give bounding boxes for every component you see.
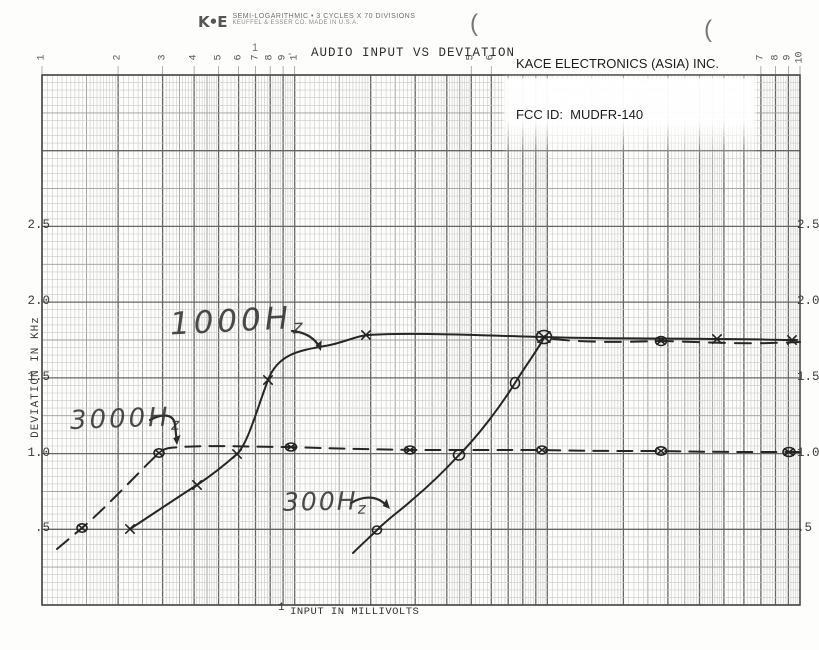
ke-logo: K•E	[198, 13, 227, 31]
top-axis-tick: 6	[233, 54, 245, 61]
top-axis-tick: 6	[485, 54, 497, 61]
top-axis-tick: 5	[213, 54, 225, 61]
x-marker	[263, 375, 273, 385]
x-axis-title: 1 INPUT IN MILLIVOLTS	[278, 602, 420, 618]
right-axis-tick: .5	[797, 521, 813, 536]
paper-type-line: SEMI-LOGARITHMIC • 3 CYCLES X 70 DIVISIO…	[232, 13, 416, 20]
circled-x-marker	[782, 446, 796, 458]
x-marker	[192, 480, 202, 490]
grid-border	[41, 74, 801, 606]
left-axis-tick: 2.0	[27, 294, 50, 309]
circled-x-marker	[284, 442, 298, 452]
top-axis-tick: 10	[794, 51, 806, 64]
right-axis-tick: 1.5	[797, 369, 819, 384]
x-marker	[125, 524, 135, 534]
x-axis-title-text: INPUT IN MILLIVOLTS	[290, 606, 420, 618]
scan-mark-paren-left: (	[470, 10, 478, 37]
left-axis-tick: .5	[34, 521, 50, 536]
scan-fade-artifact	[504, 77, 756, 159]
left-axis-tick: 1.0	[27, 445, 50, 460]
chart-title: AUDIO INPUT VS DEVIATION	[311, 46, 516, 60]
scan-mark-paren-right: (	[704, 16, 712, 43]
curves	[56, 332, 801, 554]
curve-label-1000hz: 1000Hz	[169, 300, 308, 343]
x-axis-decade-tick: 1	[278, 602, 286, 614]
right-axis-tick: 1.0	[797, 445, 819, 460]
top-axis-tick: 8	[770, 54, 781, 61]
company-name: KACE ELECTRONICS (ASIA) INC.	[516, 56, 719, 71]
circled-x-marker	[654, 445, 668, 456]
arrowhead	[173, 434, 181, 445]
circled-x-marker	[536, 445, 548, 455]
x-marker	[232, 449, 242, 459]
top-axis-tick: 1	[36, 54, 48, 61]
annotation-arrows	[148, 329, 390, 509]
curve-300hz-rise	[352, 335, 546, 554]
curve-3000hz	[56, 445, 801, 550]
paper-brand-lines: SEMI-LOGARITHMIC • 3 CYCLES X 70 DIVISIO…	[232, 13, 415, 26]
scan-mark-stray-one: 1	[252, 42, 259, 54]
x-marker	[787, 335, 797, 345]
curve-label-3000hz: 3000Hz	[69, 402, 183, 436]
circled-x-marker	[535, 329, 553, 345]
right-axis-tick: 2.5	[797, 218, 819, 233]
x-marker	[361, 330, 371, 340]
left-axis-tick: 1.5	[27, 369, 50, 384]
paper-brand-block: K•E SEMI-LOGARITHMIC • 3 CYCLES X 70 DIV…	[198, 13, 415, 31]
left-axis-tick: 2.5	[27, 218, 50, 233]
circled-x-marker	[654, 335, 668, 347]
top-axis-tick: 5	[465, 54, 477, 61]
top-axis-tick: 9	[782, 54, 794, 61]
scan-mark-stray-dash: -	[288, 48, 292, 60]
right-axis-tick: 2.0	[797, 294, 819, 309]
data-markers	[76, 329, 797, 535]
circled-x-marker	[403, 445, 417, 455]
curve-label-300hz: 300Hz	[282, 486, 368, 518]
paper-maker-line: KEUFFEL & ESSER CO. MADE IN U.S.A.	[232, 20, 359, 26]
top-axis-tick: 4	[188, 54, 200, 61]
top-axis-tick: 9	[277, 54, 289, 61]
arrowhead	[315, 340, 322, 351]
arrowhead	[382, 498, 390, 509]
circled-x-marker	[153, 447, 165, 458]
circle-marker	[371, 525, 383, 535]
top-axis-tick: 7	[755, 54, 767, 61]
circled-x-marker	[76, 522, 88, 533]
x-marker	[712, 334, 722, 344]
company-block: KACE ELECTRONICS (ASIA) INC. FCC ID: MUD…	[516, 21, 719, 157]
circle-marker	[509, 376, 521, 390]
top-axis-tick: 2	[112, 54, 124, 61]
circle-marker	[452, 449, 466, 461]
top-axis-tick: 3	[157, 54, 169, 61]
top-axis-tick: 8	[264, 54, 276, 61]
fcc-id: FCC ID: MUDFR-140	[516, 107, 644, 122]
